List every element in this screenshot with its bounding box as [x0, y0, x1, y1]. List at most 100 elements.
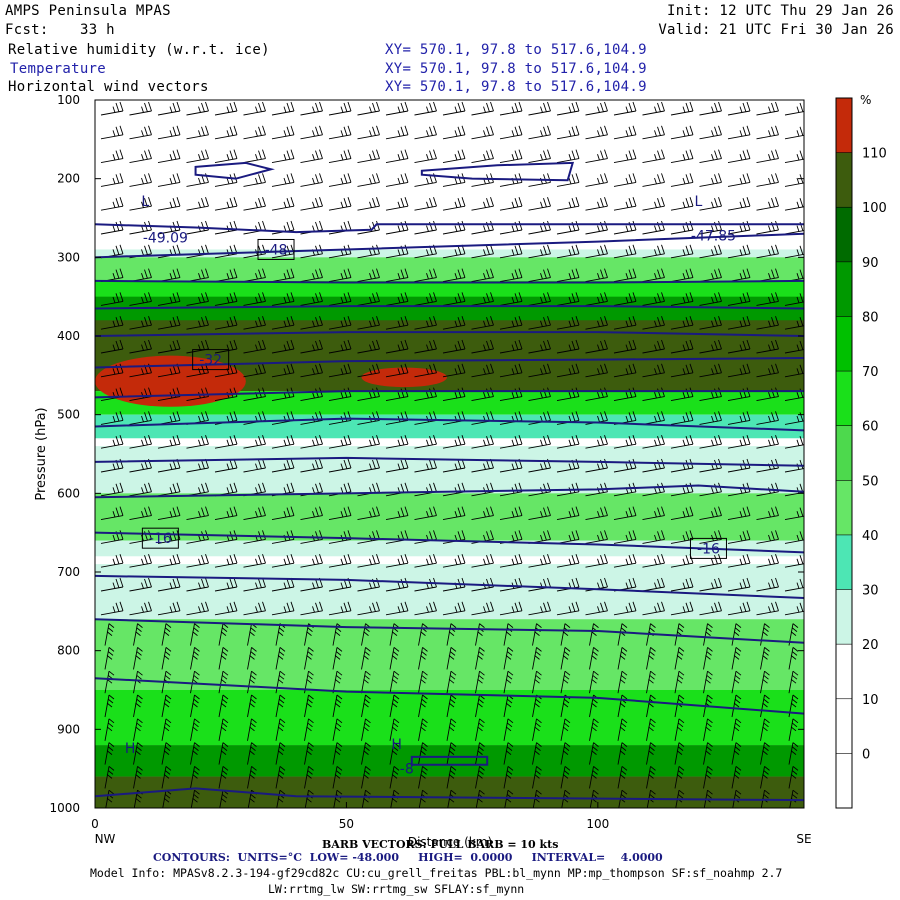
wind-barb — [328, 316, 352, 330]
wind-barb — [471, 435, 494, 449]
wind-barb — [414, 601, 437, 616]
wind-barb — [218, 694, 229, 718]
wind-barb — [528, 458, 551, 473]
colorbar-label: 70 — [862, 365, 879, 380]
wind-barb — [499, 601, 523, 616]
wind-barb — [585, 339, 608, 354]
wind-barb — [727, 554, 751, 568]
wind-barb — [414, 125, 437, 140]
wind-barb — [100, 101, 124, 116]
wind-barb — [442, 244, 466, 259]
wind-barb — [442, 316, 466, 330]
wind-barb — [385, 173, 409, 187]
wind-barb — [756, 530, 779, 544]
wind-barb — [133, 694, 143, 718]
wind-barb — [528, 220, 551, 235]
wind-barb — [186, 220, 209, 235]
wind-barb — [503, 670, 514, 694]
wind-barb — [585, 506, 608, 521]
wind-barb — [499, 316, 523, 330]
wind-barb — [357, 458, 380, 473]
y-tick-label: 200 — [57, 172, 80, 186]
wind-barb — [328, 173, 352, 187]
wind-barb — [499, 554, 523, 568]
wind-barb — [617, 766, 628, 789]
wind-barb — [157, 482, 181, 497]
wind-barb — [556, 101, 580, 116]
wind-barb — [727, 125, 751, 140]
wind-barb — [129, 601, 152, 616]
wind-barb — [589, 718, 599, 741]
colorbar-label: 30 — [862, 584, 879, 599]
wind-barb — [186, 125, 209, 140]
wind-barb — [756, 506, 779, 521]
wind-barb — [589, 647, 599, 670]
colorbar-label: 10 — [862, 693, 879, 708]
field-wind-label: Horizontal wind vectors — [8, 79, 209, 95]
wind-barb — [385, 435, 409, 449]
wind-barb — [674, 718, 685, 741]
temperature-contour — [95, 390, 804, 399]
wind-barb — [186, 387, 209, 402]
wind-barb — [247, 694, 257, 718]
x-end-label-nw: NW — [95, 832, 116, 846]
wind-barb — [756, 601, 779, 616]
wind-barb — [471, 220, 494, 235]
wind-barb — [699, 530, 722, 544]
wind-barb — [157, 173, 181, 187]
closed-contour — [420, 161, 575, 182]
wind-barb — [100, 411, 124, 425]
wind-barb — [357, 173, 380, 187]
wind-barb — [328, 601, 352, 616]
wind-barb — [271, 101, 295, 116]
wind-barb — [789, 789, 799, 808]
wind-barb — [585, 173, 608, 187]
wind-barb — [642, 173, 665, 187]
wind-barb — [414, 387, 437, 402]
wind-barb — [389, 766, 400, 789]
wind-barb — [361, 718, 371, 741]
wind-barb — [214, 268, 238, 283]
wind-barb — [471, 292, 494, 306]
wind-barb — [556, 363, 580, 378]
y-tick-label: 500 — [57, 408, 80, 422]
wind-barb — [503, 694, 514, 718]
wind-barb — [727, 244, 751, 259]
wind-barb — [788, 647, 799, 670]
wind-barb — [471, 554, 494, 568]
wind-barb — [589, 789, 599, 808]
wind-barb — [247, 647, 257, 670]
wind-barb — [703, 718, 713, 741]
wind-barb — [670, 101, 694, 116]
wind-barb — [247, 766, 257, 789]
wind-barb — [585, 458, 608, 473]
wind-barb — [756, 101, 779, 116]
wind-barb — [418, 647, 428, 670]
closed-contour — [194, 161, 275, 180]
wind-barb — [499, 482, 523, 497]
contour-legend: CONTOURS: UNITS=°C LOW= -48.000 HIGH= 0.… — [153, 851, 663, 864]
wind-barb — [385, 316, 409, 330]
wind-barb — [157, 125, 181, 140]
contour-label: -16 — [149, 531, 172, 547]
wind-barb — [161, 694, 172, 718]
wind-barb — [589, 766, 599, 789]
wind-barb — [300, 268, 323, 283]
wind-barb — [389, 623, 400, 646]
wind-barb — [104, 623, 115, 646]
wind-barb — [385, 530, 409, 544]
wind-barb — [190, 766, 200, 789]
wind-barb — [214, 292, 238, 306]
wind-barb — [528, 244, 551, 259]
wind-barb — [670, 601, 694, 616]
wind-barb — [271, 458, 295, 473]
wind-barb — [214, 149, 238, 164]
wind-barb — [357, 339, 380, 354]
wind-barb — [613, 149, 637, 164]
colorbar-segment — [836, 698, 852, 754]
wind-barb — [214, 506, 238, 521]
colorbar-label: 100 — [862, 201, 887, 216]
wind-barb — [133, 623, 143, 646]
wind-barb — [642, 435, 665, 449]
wind-barb — [760, 670, 770, 694]
